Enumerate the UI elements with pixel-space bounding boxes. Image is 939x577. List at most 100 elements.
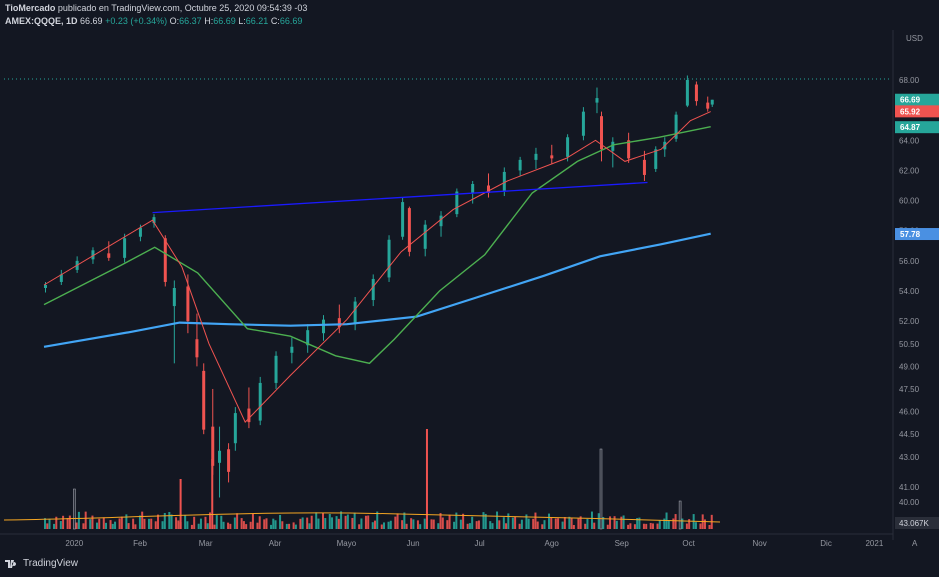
candle-body: [195, 339, 199, 358]
price-tick-label: 41.00: [899, 483, 920, 492]
auto-scale-button[interactable]: A: [912, 539, 918, 548]
volume-bar: [364, 515, 367, 529]
volume-bar: [360, 518, 363, 529]
volume-bar: [554, 518, 557, 529]
volume-bar: [340, 511, 343, 529]
volume-bar: [186, 521, 189, 529]
price-chart[interactable]: USD68.0064.0062.0060.0058.0056.0054.0052…: [0, 30, 939, 551]
volume-bar: [170, 514, 173, 529]
close-value: 66.69: [279, 16, 303, 26]
indicator-lines: [43, 111, 711, 423]
volume-bar: [496, 511, 499, 529]
candle-body: [107, 253, 111, 258]
volume-bar: [627, 524, 630, 529]
volume-bar: [75, 522, 78, 529]
time-tick-label: Jul: [474, 539, 484, 548]
candle-body: [59, 274, 63, 282]
volume-bar: [310, 515, 313, 529]
volume-bar: [577, 518, 580, 529]
time-tick-label: Jun: [407, 539, 420, 548]
author-name[interactable]: TioMercado: [5, 3, 56, 13]
price-tick-label: 46.00: [899, 408, 920, 417]
candle-body: [186, 286, 190, 322]
candle-body: [534, 153, 538, 160]
volume-bar: [681, 518, 684, 529]
volume-bar: [299, 518, 302, 529]
volume-bar: [48, 518, 51, 529]
volume-bar: [491, 523, 494, 529]
candle-body: [674, 114, 678, 139]
time-tick-label: Nov: [752, 539, 766, 548]
candle-body: [566, 137, 570, 157]
volume-bar: [708, 524, 711, 529]
volume-bar: [502, 517, 505, 529]
time-axis[interactable]: 2020 Feb Mar Abr Mayo Jun Jul Ago Sep Oct Nov Dic 20…: [0, 533, 918, 548]
candle-body: [401, 202, 405, 237]
volume-bar: [649, 522, 652, 529]
volume-bar: [572, 524, 575, 529]
volume-bar: [477, 520, 480, 529]
volume-bar: [584, 523, 587, 529]
volume-bar: [642, 523, 645, 529]
volume-bar: [563, 517, 566, 529]
volume-bar: [629, 523, 632, 529]
volume-bar: [55, 516, 58, 529]
volume-bar: [109, 520, 112, 529]
price-axis[interactable]: USD68.0064.0062.0060.0058.0056.0054.0052…: [892, 30, 939, 540]
candle-body: [600, 116, 603, 150]
close-label: C:: [270, 16, 280, 26]
candle-body: [550, 155, 554, 159]
candle-body: [233, 413, 237, 444]
volume-label-box: [895, 517, 939, 529]
volume-bar: [308, 523, 311, 529]
time-tick-label: 2020: [65, 539, 83, 548]
volume-bar: [468, 523, 471, 529]
volume-bar: [507, 513, 510, 529]
price-tick-label: 68.00: [899, 76, 920, 85]
volume-bar: [163, 512, 166, 529]
volume-bar: [233, 517, 236, 529]
candle-body: [518, 159, 522, 171]
volume-bar: [432, 519, 435, 529]
volume-bar: [335, 516, 338, 529]
high-label: H:: [204, 16, 214, 26]
volume-bar: [550, 517, 553, 529]
trendline: [152, 181, 648, 214]
volume-spike: [425, 429, 428, 529]
low-label: L:: [238, 16, 246, 26]
candle-body: [407, 208, 411, 252]
time-tick-label: Dic: [820, 539, 832, 548]
candle-body: [439, 215, 443, 227]
candle-body: [172, 287, 176, 307]
price-label-text: 65.92: [900, 107, 921, 116]
volume-bar: [68, 515, 71, 529]
volume-bar: [412, 519, 415, 529]
volume-bar: [315, 512, 318, 529]
volume-bar: [204, 516, 207, 529]
chart-area[interactable]: USD68.0064.0062.0060.0058.0056.0054.0052…: [0, 30, 939, 551]
price-label-box: [895, 105, 939, 118]
volume-bar: [405, 523, 408, 529]
volume-bar: [586, 518, 589, 529]
candle-body: [654, 149, 658, 169]
volume-bar: [143, 518, 146, 529]
volume-bar: [249, 521, 252, 529]
tradingview-logo[interactable]: TradingView: [5, 558, 78, 569]
time-tick-label: Feb: [133, 539, 147, 548]
volume-bar: [322, 512, 324, 529]
currency-label: USD: [906, 34, 923, 43]
volume-bar: [222, 521, 225, 529]
candle-body: [91, 250, 95, 260]
volume-bar: [138, 515, 141, 529]
volume-bar: [245, 524, 248, 529]
volume-bar: [59, 521, 62, 529]
volume-bar: [455, 512, 458, 529]
symbol-name[interactable]: AMEX:QQQE, 1D: [5, 16, 78, 26]
price-tick-label: 49.00: [899, 362, 920, 371]
volume-bar: [301, 517, 304, 529]
time-tick-label: Abr: [269, 539, 282, 548]
candle-body: [218, 450, 222, 463]
time-tick-label: Oct: [682, 539, 695, 548]
candle-body: [710, 99, 714, 105]
volume-bar: [229, 523, 232, 529]
